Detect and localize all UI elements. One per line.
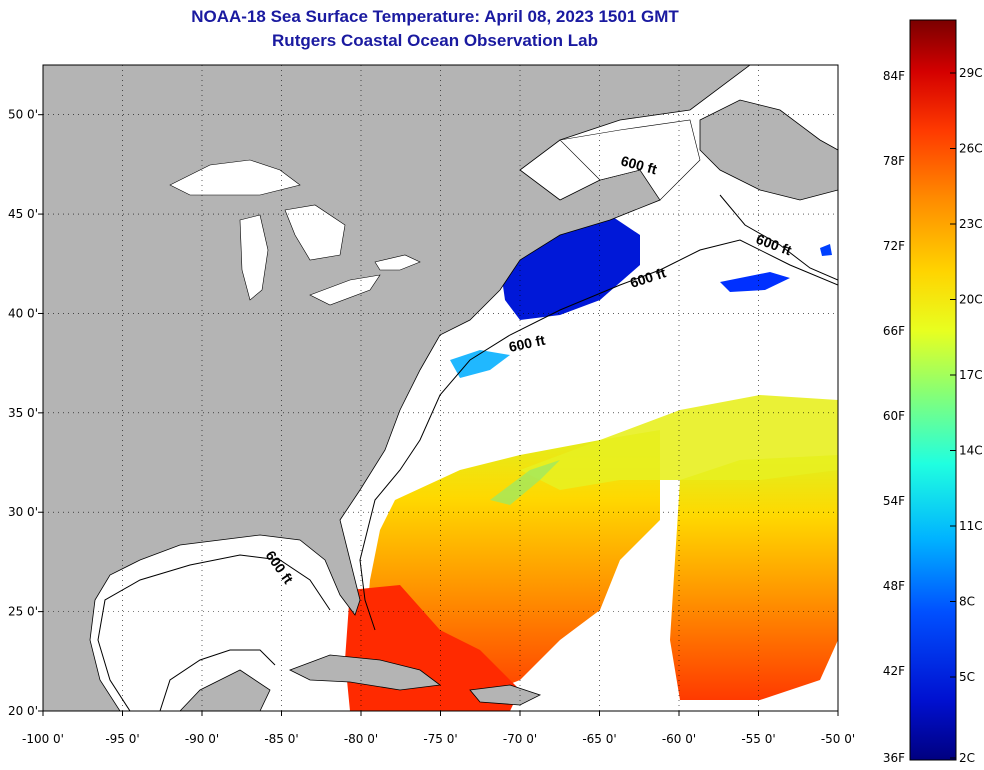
- longitude-tick-label: -70 0': [503, 732, 537, 746]
- colorbar-celsius-label: 20C: [959, 293, 983, 307]
- cuba-land: [289, 654, 442, 691]
- lake-superior: [169, 159, 301, 196]
- longitude-tick-label: -65 0': [582, 732, 616, 746]
- latitude-tick-label: 30 0': [8, 505, 38, 519]
- latitude-tick-label: 45 0': [8, 207, 38, 221]
- colorbar-fahrenheit-label: 72F: [883, 239, 905, 253]
- colorbar-celsius-label: 8C: [959, 595, 975, 609]
- land-layer: [43, 65, 838, 711]
- colorbar-fahrenheit-label: 48F: [883, 579, 905, 593]
- colorbar-fahrenheit-label: 60F: [883, 409, 905, 423]
- isobath-label-4: 600 ft: [507, 332, 546, 355]
- isobath-600ft-gulf: [97, 554, 331, 711]
- north-america-land: [43, 65, 751, 711]
- colorbar-celsius-label: 29C: [959, 66, 983, 80]
- sst-cold-patch-nova-scotia: [820, 244, 832, 256]
- longitude-tick-label: -55 0': [741, 732, 775, 746]
- colorbar-fahrenheit-label: 78F: [883, 154, 905, 168]
- isobath-600ft-gulf-inner: [159, 649, 276, 711]
- longitude-tick-label: -75 0': [423, 732, 457, 746]
- colorbar-celsius-label: 5C: [959, 670, 975, 684]
- longitude-tick-label: -100 0': [22, 732, 64, 746]
- latitude-tick-label: 35 0': [8, 406, 38, 420]
- colorbar-fahrenheit-labels: 84F 78F 72F 66F 60F 54F 48F 42F 36F: [883, 69, 905, 765]
- colorbar: [909, 19, 957, 761]
- isobath-600ft-atlantic: [359, 239, 838, 631]
- colorbar-celsius-labels: 29C 26C 23C 20C 17C 14C 11C 8C 5C 2C: [950, 66, 983, 765]
- longitude-tick-label: -90 0': [185, 732, 219, 746]
- map-subtitle: Rutgers Coastal Ocean Observation Lab: [272, 31, 598, 50]
- longitude-tick-labels: -100 0' -95 0' -90 0' -85 0' -80 0' -75 0' -70…: [22, 711, 855, 746]
- longitude-tick-label: -60 0': [662, 732, 696, 746]
- lakes-layer: [169, 119, 701, 306]
- isobath-600ft-layer: [97, 194, 838, 711]
- latitude-tick-label: 25 0': [8, 605, 38, 619]
- lake-ontario: [374, 254, 421, 271]
- colorbar-celsius-label: 14C: [959, 444, 983, 458]
- latitude-tick-label: 40 0': [8, 306, 38, 320]
- colorbar-celsius-label: 2C: [959, 751, 975, 765]
- colorbar-celsius-label: 11C: [959, 519, 983, 533]
- hispaniola-land: [469, 684, 542, 706]
- sst-cold-patch-slope: [450, 350, 510, 378]
- longitude-tick-label: -95 0': [105, 732, 139, 746]
- sst-green-band: [490, 460, 560, 505]
- sst-cold-gulf-of-maine: [500, 215, 640, 320]
- gulf-st-lawrence: [559, 119, 701, 201]
- colorbar-fahrenheit-label: 54F: [883, 494, 905, 508]
- lake-erie: [309, 274, 381, 306]
- newfoundland-land: [699, 99, 838, 201]
- colorbar-fahrenheit-label: 36F: [883, 751, 905, 765]
- lake-michigan: [239, 214, 269, 301]
- longitude-tick-label: -80 0': [344, 732, 378, 746]
- colorbar-fahrenheit-label: 84F: [883, 69, 905, 83]
- yucatan-land: [179, 669, 271, 711]
- sst-cold-patch-offshore: [720, 272, 790, 292]
- colorbar-celsius-label: 26C: [959, 142, 983, 156]
- latitude-tick-label: 50 0': [8, 108, 38, 122]
- map-title: NOAA-18 Sea Surface Temperature: April 0…: [191, 7, 679, 26]
- isobath-600ft-grand-banks: [719, 194, 838, 281]
- colorbar-celsius-label: 17C: [959, 368, 983, 382]
- latitude-tick-label: 20 0': [8, 704, 38, 718]
- latitude-tick-labels: 50 0' 45 0' 40 0' 35 0' 30 0' 25 0' 20 0': [8, 108, 43, 718]
- sst-yellow-band: [520, 395, 838, 490]
- sst-warm-region-east: [670, 455, 838, 700]
- longitude-tick-label: -85 0': [264, 732, 298, 746]
- colorbar-celsius-label: 23C: [959, 217, 983, 231]
- colorbar-fahrenheit-label: 42F: [883, 664, 905, 678]
- longitude-tick-label: -50 0': [821, 732, 855, 746]
- colorbar-fahrenheit-label: 66F: [883, 324, 905, 338]
- lake-huron: [284, 204, 346, 261]
